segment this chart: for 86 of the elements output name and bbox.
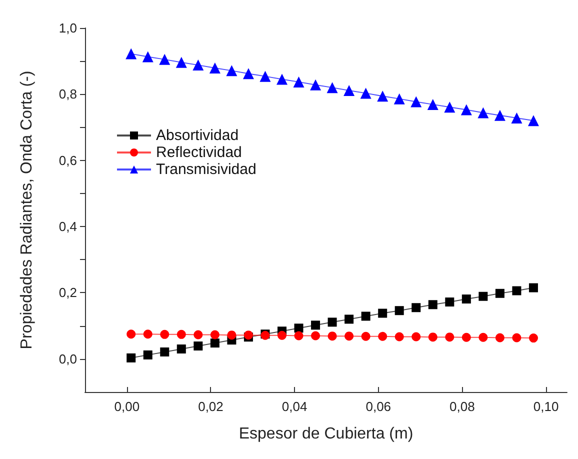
point bbox=[512, 333, 522, 342]
point bbox=[294, 324, 304, 333]
point bbox=[176, 330, 186, 339]
point bbox=[410, 96, 422, 108]
point bbox=[344, 85, 355, 96]
point bbox=[311, 331, 320, 340]
point bbox=[412, 303, 421, 312]
legend-label: Transmisividad bbox=[156, 161, 256, 178]
point bbox=[278, 330, 286, 340]
point bbox=[344, 314, 354, 324]
point bbox=[528, 334, 538, 343]
point bbox=[428, 300, 438, 310]
legend-label: Absortividad bbox=[156, 127, 239, 144]
point bbox=[445, 297, 454, 306]
point bbox=[495, 333, 504, 342]
x-tick-label: 0,08 bbox=[450, 399, 475, 414]
point bbox=[310, 79, 322, 90]
point bbox=[242, 68, 254, 80]
point bbox=[427, 98, 438, 110]
point bbox=[528, 283, 538, 292]
point bbox=[361, 332, 370, 341]
point bbox=[377, 90, 388, 102]
y-tick-label: 0,8 bbox=[58, 86, 77, 102]
point bbox=[160, 330, 170, 339]
x-tick-label: 0,06 bbox=[366, 399, 392, 414]
point bbox=[495, 288, 504, 298]
point bbox=[445, 332, 454, 342]
y-tick-label: 0,2 bbox=[58, 285, 77, 300]
point bbox=[194, 342, 203, 351]
point bbox=[528, 115, 539, 126]
point bbox=[192, 60, 204, 71]
y-tick-label: 0,0 bbox=[58, 351, 77, 366]
point bbox=[394, 93, 405, 104]
x-tick-label: 0,10 bbox=[533, 399, 559, 414]
point bbox=[176, 56, 187, 68]
point bbox=[361, 312, 370, 321]
point bbox=[478, 332, 488, 342]
point bbox=[209, 62, 220, 74]
y-axis-title: Propiedades Radiantes, Onda Corta (-) bbox=[18, 70, 36, 350]
point bbox=[160, 347, 170, 356]
point bbox=[159, 54, 170, 65]
point bbox=[142, 51, 154, 62]
point bbox=[378, 332, 388, 341]
point bbox=[126, 48, 137, 60]
point bbox=[328, 318, 337, 327]
point bbox=[294, 331, 304, 340]
point bbox=[412, 332, 421, 342]
point bbox=[311, 320, 320, 330]
point bbox=[512, 286, 522, 296]
point bbox=[176, 344, 186, 354]
x-axis-title: Espesor de Cubierta (m) bbox=[238, 426, 414, 442]
y-tick-label: 1,0 bbox=[58, 20, 77, 36]
x-tick-label: 0,04 bbox=[282, 399, 308, 414]
point bbox=[378, 308, 388, 318]
point bbox=[511, 112, 522, 124]
point bbox=[494, 110, 506, 121]
point bbox=[194, 330, 203, 340]
point bbox=[227, 330, 236, 340]
point bbox=[210, 338, 220, 348]
point bbox=[462, 332, 471, 342]
x-tick-label: 0,02 bbox=[198, 399, 224, 414]
point bbox=[226, 65, 238, 76]
y-tick-label: 0,4 bbox=[58, 219, 77, 234]
point bbox=[444, 102, 456, 113]
point bbox=[293, 76, 304, 88]
point bbox=[126, 330, 136, 339]
point bbox=[210, 330, 220, 340]
legend-label: Reflectividad bbox=[156, 144, 242, 161]
point bbox=[394, 306, 404, 316]
point bbox=[462, 294, 471, 304]
point bbox=[394, 332, 404, 342]
point bbox=[126, 353, 136, 362]
point bbox=[344, 332, 354, 341]
y-tick-label: 0,6 bbox=[58, 152, 77, 168]
point bbox=[326, 82, 338, 94]
point bbox=[460, 104, 472, 116]
point bbox=[143, 350, 152, 360]
point bbox=[478, 292, 488, 301]
x-tick-label: 0,00 bbox=[114, 399, 140, 414]
point bbox=[360, 88, 372, 99]
point bbox=[328, 332, 337, 341]
point bbox=[428, 332, 438, 342]
point bbox=[276, 74, 288, 85]
point bbox=[260, 70, 271, 82]
point bbox=[478, 107, 489, 118]
point bbox=[143, 330, 152, 339]
